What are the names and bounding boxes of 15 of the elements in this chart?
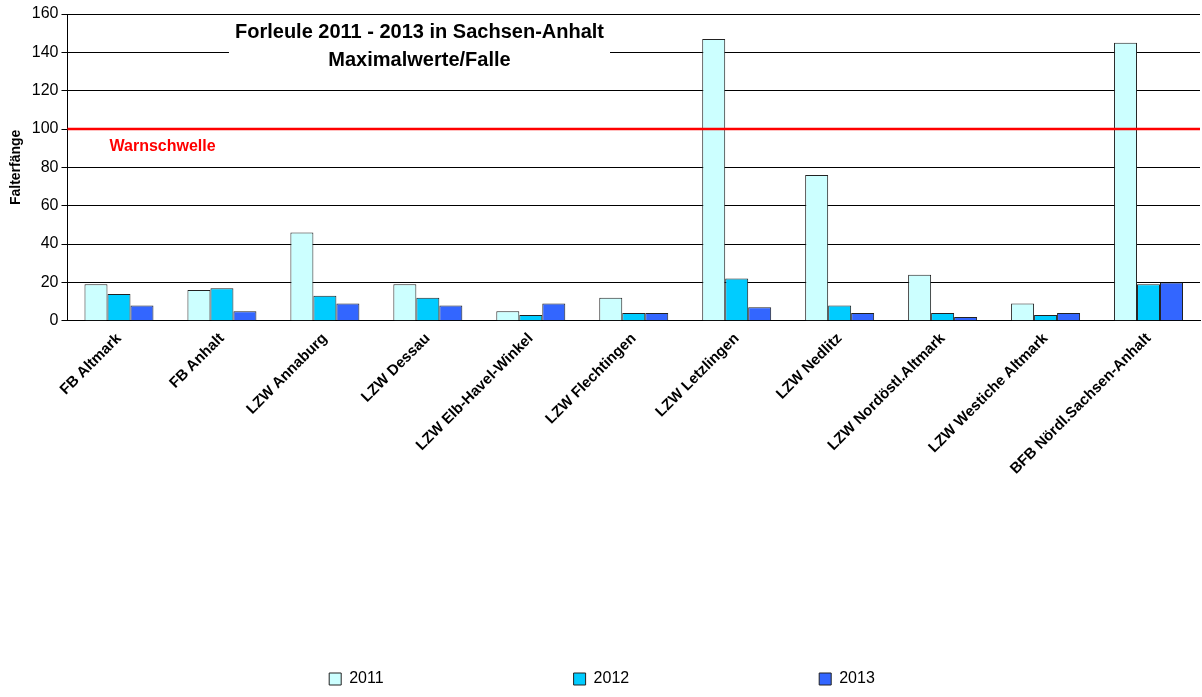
y-tick-label: 160 bbox=[31, 4, 59, 22]
y-tick-label: 60 bbox=[40, 196, 59, 214]
y-tick-label: 100 bbox=[31, 119, 59, 137]
text: Forleule 2011 - 2013 in Sachsen-Anhalt Maximalwerte/Falle bbox=[234, 19, 605, 70]
legend-label: 2011 bbox=[349, 669, 384, 687]
legend-label: 2012 bbox=[593, 669, 630, 687]
y-axis-title: Falterfänge bbox=[7, 129, 24, 206]
ref-line-label: Warnschwelle bbox=[109, 137, 216, 155]
y-tick-label: 40 bbox=[40, 234, 59, 252]
y-tick-label: 20 bbox=[40, 272, 59, 290]
y-tick-label: 80 bbox=[40, 157, 59, 175]
y-tick-label: 120 bbox=[31, 81, 59, 99]
y-tick-label: 140 bbox=[31, 42, 59, 60]
y-tick-label: 0 bbox=[49, 311, 59, 329]
legend-label: 2013 bbox=[839, 669, 875, 687]
